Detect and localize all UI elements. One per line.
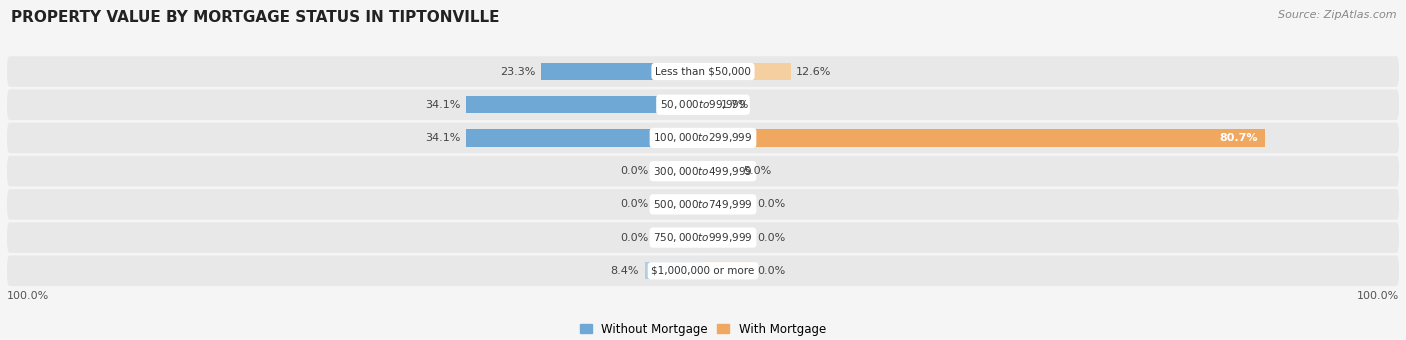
Text: PROPERTY VALUE BY MORTGAGE STATUS IN TIPTONVILLE: PROPERTY VALUE BY MORTGAGE STATUS IN TIP…: [11, 10, 499, 25]
Text: 0.0%: 0.0%: [758, 266, 786, 276]
Text: 0.0%: 0.0%: [758, 199, 786, 209]
Text: 5.0%: 5.0%: [744, 166, 772, 176]
FancyBboxPatch shape: [7, 222, 1399, 253]
Bar: [703, 129, 1264, 147]
Text: $750,000 to $999,999: $750,000 to $999,999: [654, 231, 752, 244]
Bar: [703, 96, 714, 113]
Bar: [703, 196, 752, 213]
Bar: [465, 96, 703, 113]
Text: $100,000 to $299,999: $100,000 to $299,999: [654, 132, 752, 144]
Text: 34.1%: 34.1%: [425, 100, 460, 110]
Bar: [541, 63, 703, 80]
Bar: [703, 63, 790, 80]
Bar: [703, 163, 738, 180]
Bar: [654, 196, 703, 213]
FancyBboxPatch shape: [7, 123, 1399, 153]
Text: 0.0%: 0.0%: [620, 166, 648, 176]
Bar: [703, 229, 752, 246]
Text: 100.0%: 100.0%: [7, 291, 49, 301]
Text: 1.7%: 1.7%: [720, 100, 749, 110]
Bar: [654, 163, 703, 180]
FancyBboxPatch shape: [7, 189, 1399, 220]
Text: 8.4%: 8.4%: [610, 266, 638, 276]
Text: $50,000 to $99,999: $50,000 to $99,999: [659, 98, 747, 111]
Bar: [465, 129, 703, 147]
Text: 0.0%: 0.0%: [620, 199, 648, 209]
FancyBboxPatch shape: [7, 89, 1399, 120]
Bar: [703, 262, 752, 279]
Text: $300,000 to $499,999: $300,000 to $499,999: [654, 165, 752, 178]
Text: $1,000,000 or more: $1,000,000 or more: [651, 266, 755, 276]
Text: Source: ZipAtlas.com: Source: ZipAtlas.com: [1278, 10, 1396, 20]
Text: 0.0%: 0.0%: [620, 233, 648, 243]
FancyBboxPatch shape: [7, 56, 1399, 87]
FancyBboxPatch shape: [7, 256, 1399, 286]
Text: 34.1%: 34.1%: [425, 133, 460, 143]
Text: 12.6%: 12.6%: [796, 67, 831, 76]
Text: 80.7%: 80.7%: [1219, 133, 1258, 143]
FancyBboxPatch shape: [7, 156, 1399, 186]
Text: 0.0%: 0.0%: [758, 233, 786, 243]
Text: Less than $50,000: Less than $50,000: [655, 67, 751, 76]
Text: 100.0%: 100.0%: [1357, 291, 1399, 301]
Bar: [654, 229, 703, 246]
Legend: Without Mortgage, With Mortgage: Without Mortgage, With Mortgage: [575, 318, 831, 340]
Bar: [644, 262, 703, 279]
Text: 23.3%: 23.3%: [501, 67, 536, 76]
Text: $500,000 to $749,999: $500,000 to $749,999: [654, 198, 752, 211]
